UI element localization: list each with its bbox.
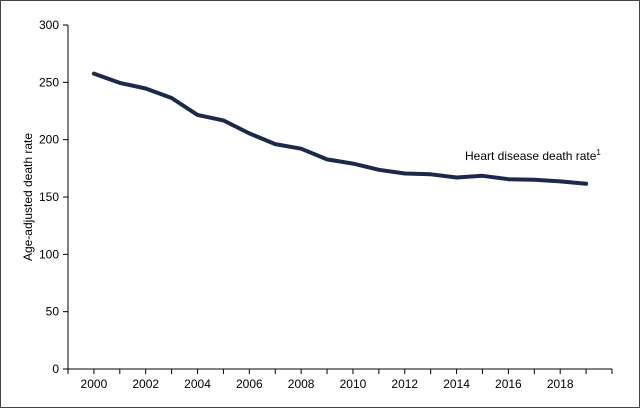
y-tick-label: 50 <box>46 305 60 319</box>
series-line <box>91 71 589 186</box>
y-tick-label: 200 <box>39 133 59 147</box>
y-tick-label: 100 <box>39 247 59 261</box>
y-tick-label: 0 <box>52 362 59 376</box>
x-tick-label: 2010 <box>340 377 367 391</box>
y-tick-label: 150 <box>39 190 59 204</box>
x-tick-label: 2004 <box>184 377 211 391</box>
x-tick-label: 2016 <box>495 377 522 391</box>
annotation-superscript: 1 <box>596 148 601 157</box>
series-group <box>91 71 589 186</box>
annotation-text: Heart disease death rate <box>465 149 597 163</box>
series-annotation: Heart disease death rate1 <box>465 148 601 163</box>
ticks: 0 50 100 150 200 250 300 2000 2002 2004 2006 2008 20… <box>39 18 613 391</box>
x-tick-label: 2008 <box>288 377 315 391</box>
x-tick-label: 2006 <box>236 377 263 391</box>
y-tick-label: 300 <box>39 18 59 32</box>
axes <box>67 25 612 370</box>
x-tick-label: 2014 <box>443 377 470 391</box>
x-tick-label: 2002 <box>132 377 159 391</box>
y-tick-label: 250 <box>39 75 59 89</box>
x-tick-label: 2012 <box>391 377 418 391</box>
x-tick-label: 2000 <box>81 377 108 391</box>
x-tick-label: 2018 <box>547 377 574 391</box>
y-axis-title: Age-adjusted death rate <box>21 133 35 261</box>
